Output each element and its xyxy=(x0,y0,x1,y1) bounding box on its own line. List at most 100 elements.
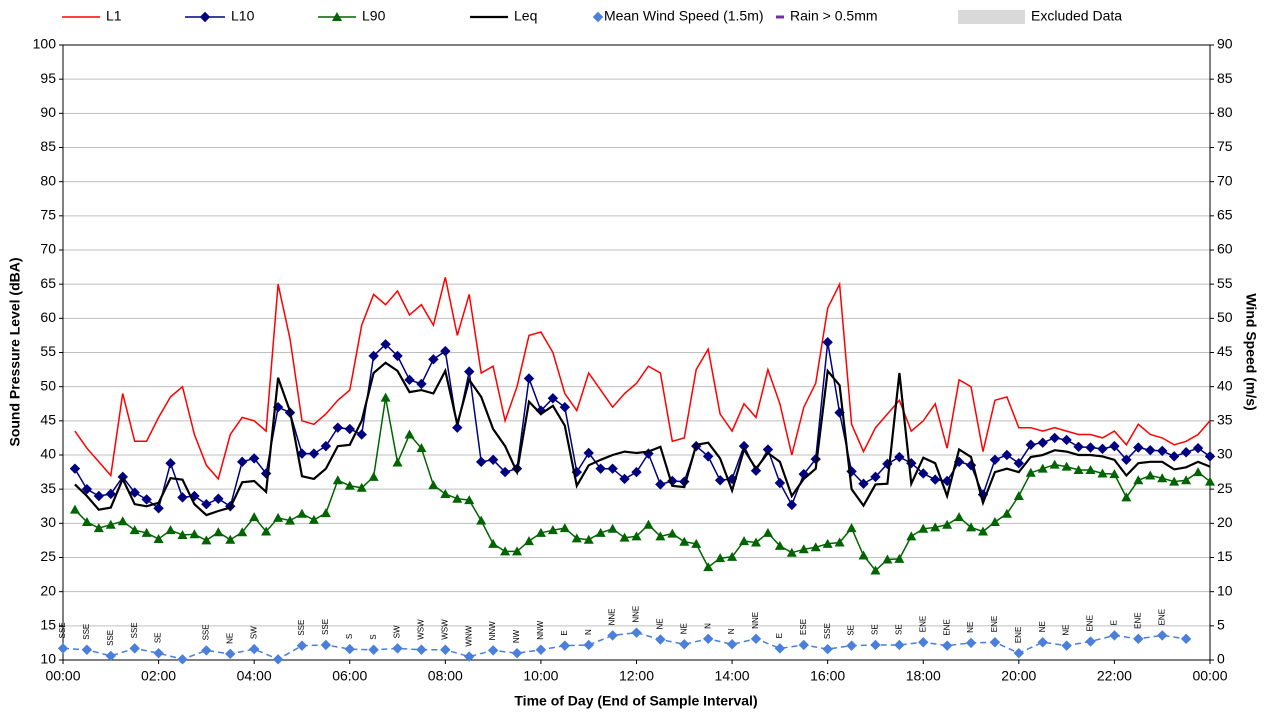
data-point xyxy=(989,454,1001,465)
data-point xyxy=(989,637,1001,648)
y2-tick-label: 65 xyxy=(1217,207,1233,223)
data-point xyxy=(213,527,224,537)
x-tick-label: 12:00 xyxy=(619,668,654,684)
data-point xyxy=(714,475,726,486)
wind-direction-label: SW xyxy=(393,625,402,638)
data-point xyxy=(798,544,809,554)
data-point xyxy=(141,494,152,505)
wind-direction-label: SW xyxy=(249,626,258,639)
data-point xyxy=(296,508,307,518)
data-point xyxy=(296,640,308,651)
data-point xyxy=(739,536,750,546)
y-tick-label: 45 xyxy=(40,412,56,428)
wind-direction-label: NNE xyxy=(632,606,641,623)
data-point xyxy=(607,463,618,474)
data-point xyxy=(487,454,499,465)
data-point xyxy=(607,630,618,641)
data-point xyxy=(918,523,929,533)
data-point xyxy=(499,466,511,478)
wind-direction-label: NNE xyxy=(751,612,760,629)
y2-tick-label: 0 xyxy=(1217,651,1225,667)
data-point xyxy=(786,547,797,557)
y-tick-label: 10 xyxy=(40,651,56,667)
y2-tick-label: 70 xyxy=(1217,172,1233,188)
y2-tick-label: 60 xyxy=(1217,241,1233,257)
data-point xyxy=(1192,442,1204,454)
data-point xyxy=(1061,461,1072,471)
data-point xyxy=(332,422,344,433)
data-point xyxy=(715,553,726,563)
y2-axis-label: Wind Speed (m/s) xyxy=(1243,293,1259,410)
data-point xyxy=(380,339,391,350)
data-point xyxy=(141,527,152,537)
data-point xyxy=(679,536,690,546)
series-line xyxy=(74,342,1211,510)
y2-tick-label: 90 xyxy=(1217,36,1233,52)
y-tick-label: 85 xyxy=(40,138,56,154)
data-point xyxy=(894,639,905,651)
data-point xyxy=(428,480,439,490)
y2-tick-label: 15 xyxy=(1217,548,1233,564)
y2-tick-label: 55 xyxy=(1217,275,1233,291)
data-point xyxy=(834,537,845,547)
wind-direction-label: SSE xyxy=(321,619,330,635)
data-point xyxy=(822,337,833,348)
y2-tick-label: 75 xyxy=(1217,138,1233,154)
x-tick-label: 20:00 xyxy=(1001,668,1036,684)
data-point xyxy=(201,645,212,656)
data-point xyxy=(774,643,786,654)
data-point xyxy=(404,374,415,386)
data-point xyxy=(559,523,570,533)
data-point xyxy=(1073,465,1084,475)
data-point xyxy=(1133,633,1144,645)
data-point xyxy=(344,423,355,435)
y-tick-label: 55 xyxy=(40,343,56,359)
data-point xyxy=(1168,451,1180,462)
data-point xyxy=(237,527,248,537)
data-point xyxy=(930,522,941,532)
wind-direction-label: SE xyxy=(871,624,880,635)
wind-direction-label: N xyxy=(584,629,593,635)
data-point xyxy=(595,527,606,537)
data-point xyxy=(165,525,176,535)
wind-direction-label: NNW xyxy=(488,621,497,641)
data-point xyxy=(201,498,212,510)
y2-tick-label: 30 xyxy=(1217,446,1233,462)
data-point xyxy=(440,644,451,655)
data-point xyxy=(679,639,690,650)
wind-direction-label: ENE xyxy=(990,616,999,632)
data-point xyxy=(153,647,164,659)
data-point xyxy=(428,354,439,365)
data-point xyxy=(129,525,140,535)
x-tick-label: 00:00 xyxy=(1192,668,1227,684)
wind-direction-label: ENE xyxy=(942,619,951,635)
wind-direction-label: NE xyxy=(1038,621,1047,632)
y2-tick-label: 25 xyxy=(1217,480,1233,496)
data-point xyxy=(1157,445,1168,457)
wind-direction-label: SSE xyxy=(823,623,832,639)
wind-direction-label: SE xyxy=(847,625,856,636)
data-point xyxy=(296,448,308,459)
data-point xyxy=(380,392,391,402)
wind-direction-label: SSE xyxy=(82,624,91,640)
data-point xyxy=(189,529,200,539)
x-tick-label: 18:00 xyxy=(906,668,941,684)
data-point xyxy=(225,648,236,660)
data-point xyxy=(1037,637,1048,648)
y-tick-label: 25 xyxy=(40,548,56,564)
y-tick-label: 100 xyxy=(33,36,57,52)
data-point xyxy=(822,538,833,548)
y-tick-label: 40 xyxy=(40,446,56,462)
data-point xyxy=(487,645,499,656)
legend-label: L10 xyxy=(231,8,255,24)
data-point xyxy=(1205,476,1215,486)
data-point xyxy=(882,554,893,564)
data-point xyxy=(57,643,69,654)
wind-direction-label: NE xyxy=(679,623,688,634)
data-point xyxy=(535,644,547,655)
y-tick-label: 50 xyxy=(40,377,56,393)
data-point xyxy=(1157,473,1168,483)
data-point xyxy=(189,490,200,502)
wind-direction-label: S xyxy=(369,634,378,639)
data-point xyxy=(667,528,678,538)
